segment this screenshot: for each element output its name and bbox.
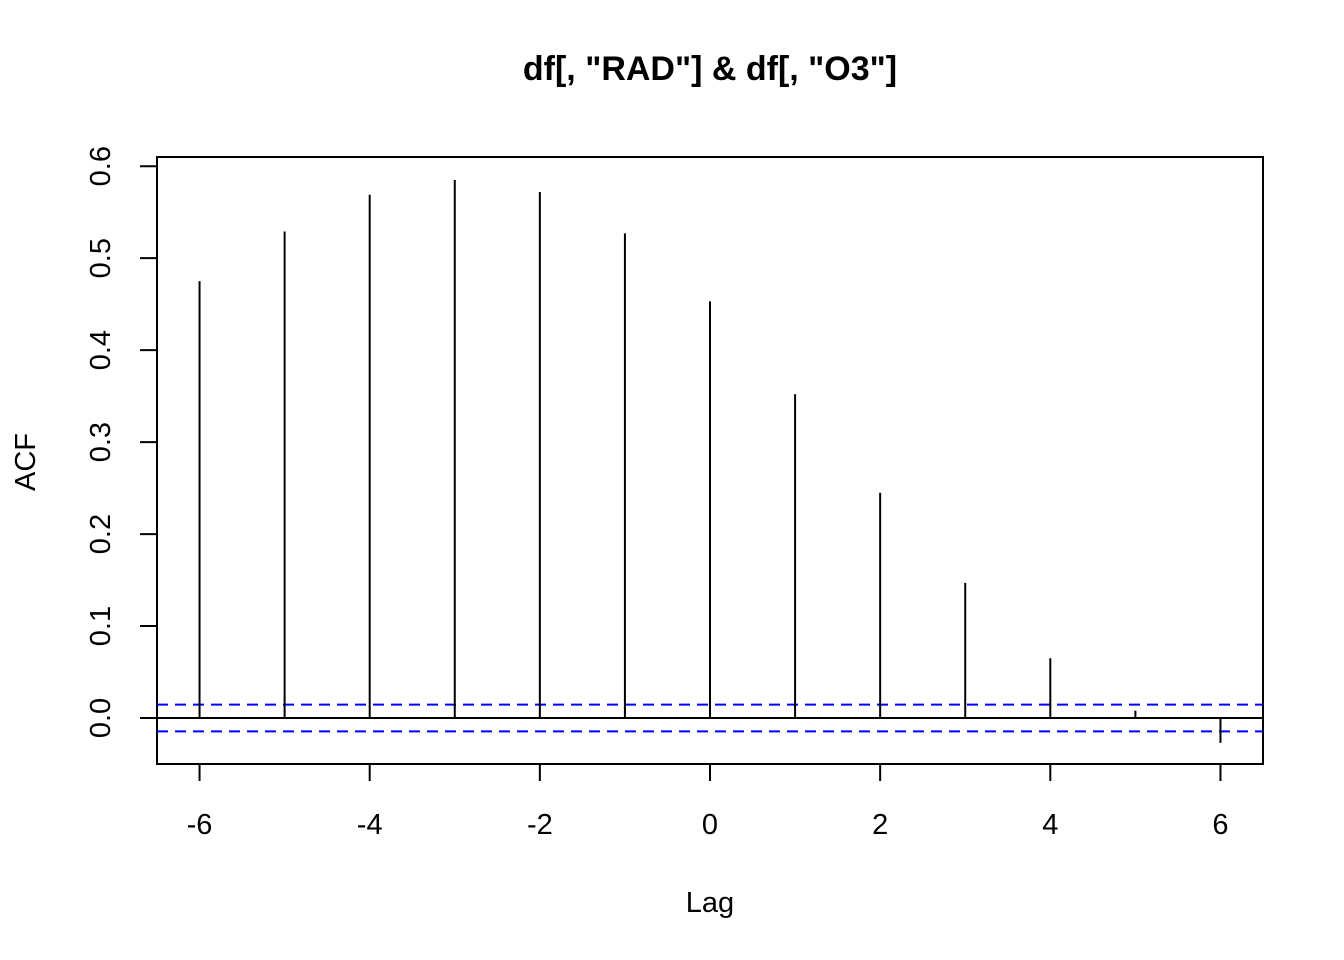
y-tick-label: 0.0 (85, 698, 117, 738)
chart-title: df[, "RAD"] & df[, "O3"] (523, 50, 897, 88)
y-tick-label: 0.1 (85, 606, 117, 646)
y-tick-label: 0.2 (85, 514, 117, 554)
y-tick-label: 0.5 (85, 238, 117, 278)
x-tick-label: -4 (357, 809, 383, 841)
x-tick-label: 6 (1212, 809, 1228, 841)
y-tick-label: 0.4 (85, 330, 117, 370)
x-axis-label: Lag (686, 887, 734, 919)
y-axis-label: ACF (10, 433, 42, 491)
y-axis: 0.0 0.1 0.2 0.3 0.4 0.5 0.6 (85, 146, 158, 738)
x-axis: -6 -4 -2 0 2 4 6 (187, 763, 1229, 841)
x-tick-label: 0 (702, 809, 718, 841)
acf-bars (198, 179, 1222, 743)
y-tick-label: 0.3 (85, 422, 117, 462)
x-tick-label: 4 (1042, 809, 1058, 841)
x-tick-label: -2 (527, 809, 553, 841)
x-tick-label: -6 (187, 809, 213, 841)
y-tick-label: 0.6 (85, 146, 117, 186)
x-tick-label: 2 (872, 809, 888, 841)
